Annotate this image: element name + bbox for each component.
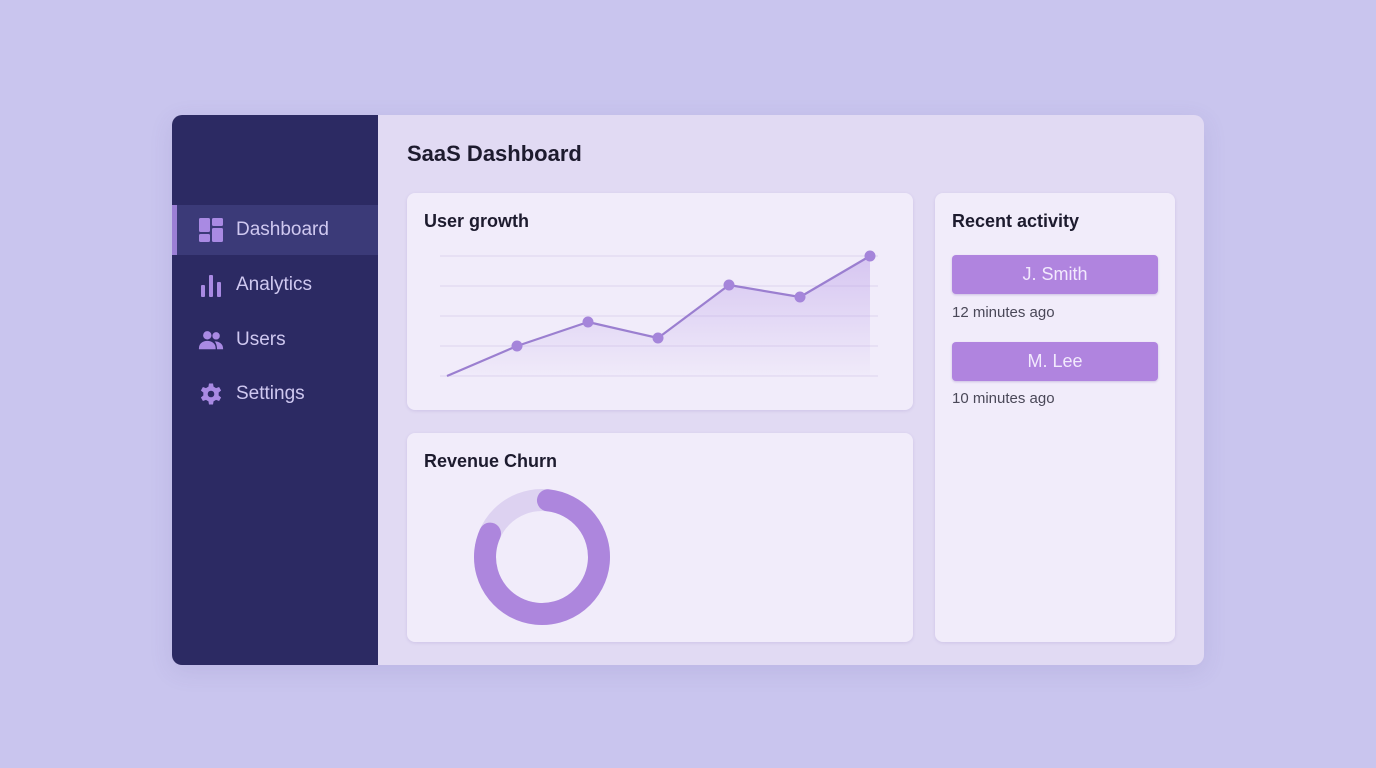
activity-timestamp: 10 minutes ago <box>952 390 1055 407</box>
dashboard-icon <box>199 218 223 242</box>
user-growth-card: User growth <box>407 193 913 410</box>
recent-activity-card: Recent activity J. Smith 12 minutes ago … <box>935 193 1175 642</box>
main-content: SaaS Dashboard User growth <box>378 115 1204 665</box>
sidebar-item-analytics[interactable]: Analytics <box>172 260 378 310</box>
sidebar-item-dashboard[interactable]: Dashboard <box>172 205 378 255</box>
gear-icon <box>200 383 222 405</box>
revenue-churn-donut-chart <box>474 489 610 625</box>
sidebar-item-label: Settings <box>236 383 305 404</box>
sidebar-item-users[interactable]: Users <box>172 315 378 365</box>
activity-user-button[interactable]: J. Smith <box>952 255 1158 294</box>
activity-timestamp: 12 minutes ago <box>952 304 1055 321</box>
card-title: Recent activity <box>952 211 1080 231</box>
sidebar-item-label: Dashboard <box>236 219 329 240</box>
sidebar-item-label: Users <box>236 329 286 350</box>
sidebar-item-settings[interactable]: Settings <box>172 369 378 419</box>
revenue-churn-card: Revenue Churn <box>407 433 913 642</box>
user-growth-line-chart <box>440 250 878 378</box>
activity-user-button[interactable]: M. Lee <box>952 342 1158 381</box>
card-title: Revenue Churn <box>424 451 558 471</box>
area-fill <box>447 256 870 376</box>
card-title: User growth <box>424 211 530 231</box>
sidebar-item-label: Analytics <box>236 274 313 295</box>
sidebar: Dashboard Analytics Users Settings <box>172 115 378 665</box>
app-window: Dashboard Analytics Users Settings <box>172 115 1204 665</box>
page-title: SaaS Dashboard <box>407 141 582 166</box>
data-points <box>511 250 876 352</box>
users-icon <box>198 331 224 350</box>
bar-chart-icon <box>201 275 221 297</box>
